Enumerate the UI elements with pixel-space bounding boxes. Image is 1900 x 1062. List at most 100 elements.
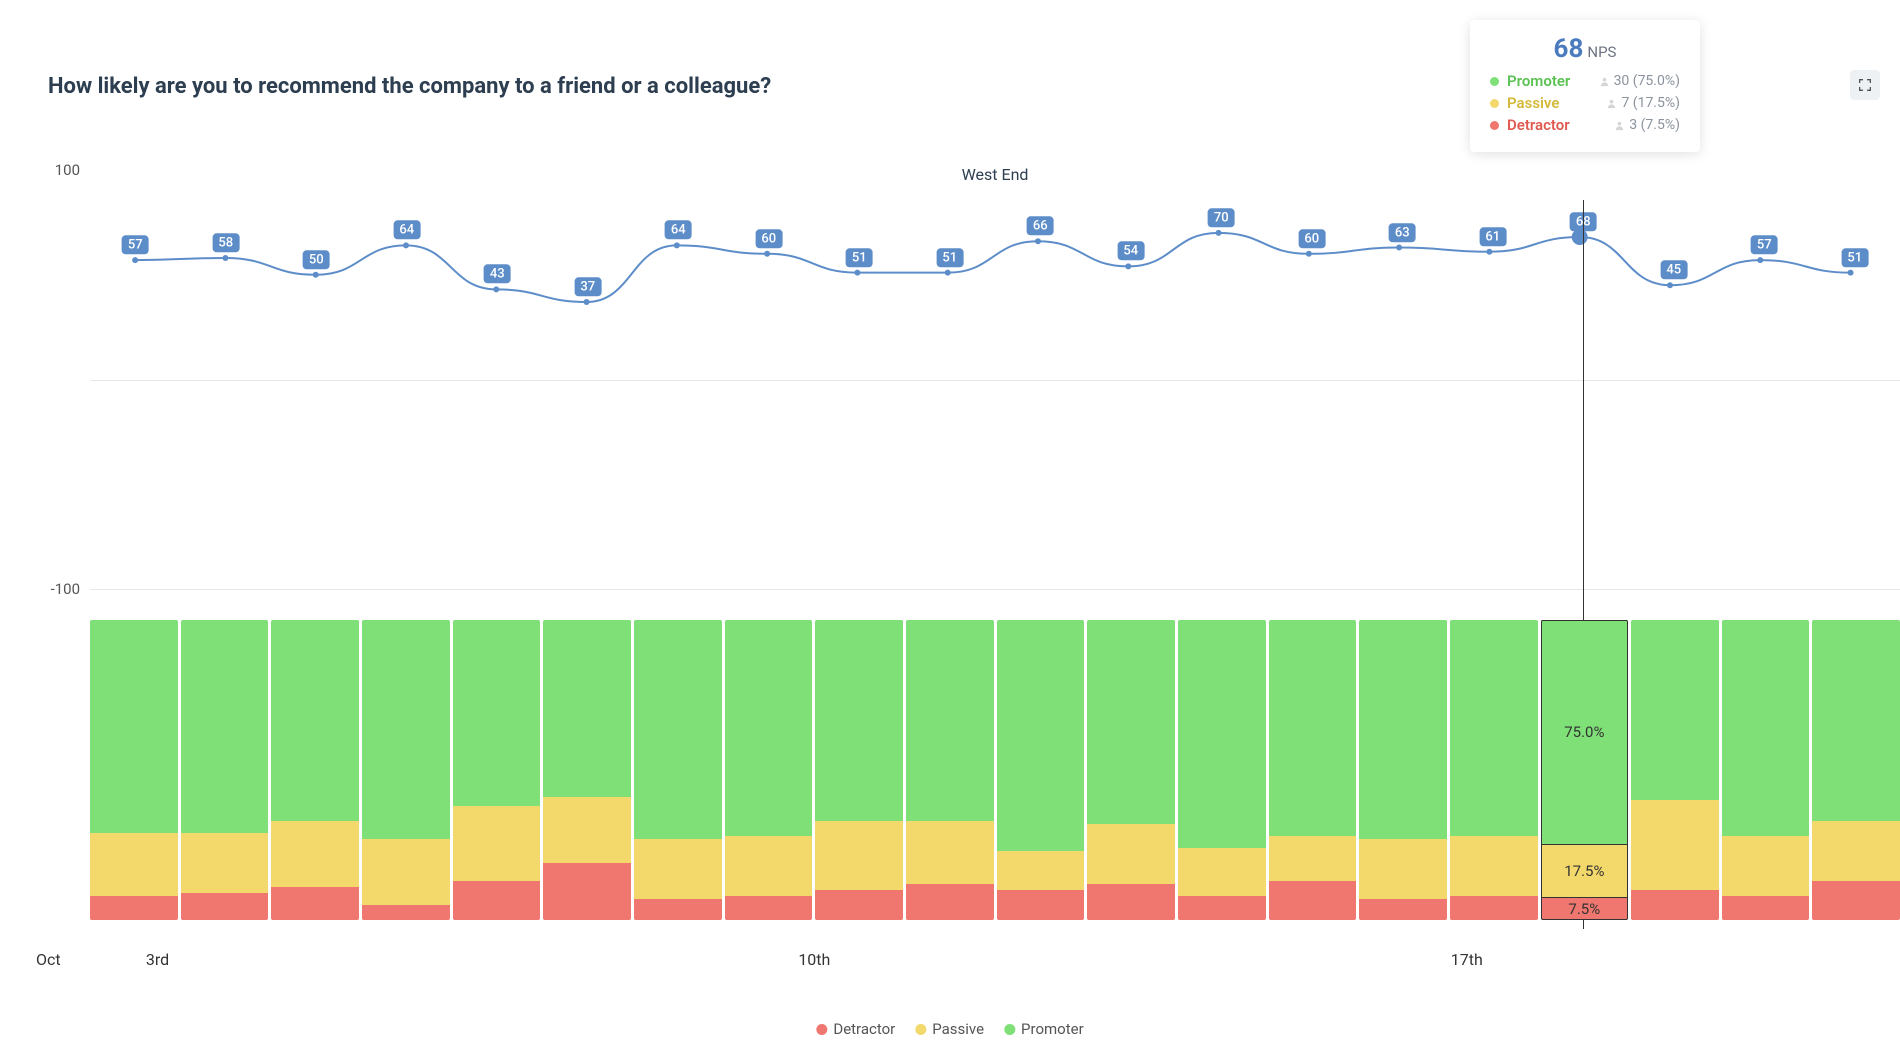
stacked-bar[interactable] <box>1269 620 1357 920</box>
stacked-bar[interactable]: 75.0%17.5%7.5% <box>1541 620 1629 920</box>
bar-seg-passive <box>181 833 269 893</box>
line-point-label: 54 <box>1117 242 1144 261</box>
line-point-label: 51 <box>846 248 873 267</box>
legend-item-detractor[interactable]: Detractor <box>816 1020 895 1038</box>
bar-seg-passive <box>271 821 359 887</box>
bar-seg-detractor <box>815 890 903 920</box>
stacked-bar[interactable] <box>725 620 813 920</box>
bar-seg-detractor <box>1450 896 1538 920</box>
bar-seg-passive <box>1812 821 1900 881</box>
x-tick-label: 17th <box>1451 950 1483 969</box>
stacked-bar-chart: 75.0%17.5%7.5% <box>90 620 1900 920</box>
bar-seg-detractor <box>90 896 178 920</box>
x-tick-label: 10th <box>798 950 830 969</box>
nps-tooltip: 68NPS Promoter 30 (75.0%) Passive 7 (17.… <box>1470 20 1700 152</box>
line-point-label: 60 <box>755 229 782 248</box>
bar-seg-promoter <box>1087 620 1175 824</box>
bar-seg-passive <box>453 806 541 881</box>
stacked-bar[interactable] <box>1450 620 1538 920</box>
stacked-bar[interactable] <box>815 620 903 920</box>
line-point-label: 57 <box>122 235 149 254</box>
line-point-label: 45 <box>1660 261 1687 280</box>
line-point-label: 57 <box>1751 235 1778 254</box>
stacked-bar[interactable] <box>362 620 450 920</box>
y-tick-top: 100 <box>55 161 80 179</box>
legend-item-passive[interactable]: Passive <box>915 1020 984 1038</box>
bar-seg-passive <box>1087 824 1175 884</box>
bar-seg-promoter <box>271 620 359 821</box>
line-point-label: 51 <box>1841 248 1868 267</box>
bar-seg-promoter <box>1812 620 1900 821</box>
line-point-label: 64 <box>393 221 420 240</box>
stacked-bar[interactable] <box>181 620 269 920</box>
bar-seg-detractor <box>362 905 450 920</box>
line-point-label: 60 <box>1298 229 1325 248</box>
stacked-bar[interactable] <box>1087 620 1175 920</box>
stacked-bar[interactable] <box>1178 620 1266 920</box>
stacked-bar[interactable] <box>1812 620 1900 920</box>
stacked-bar[interactable] <box>906 620 994 920</box>
x-month-label: Oct <box>36 950 61 969</box>
stacked-bar[interactable] <box>90 620 178 920</box>
stacked-bar[interactable] <box>997 620 1085 920</box>
stacked-bar[interactable] <box>1359 620 1447 920</box>
x-axis: Oct 3rd10th17th <box>36 950 1900 980</box>
bar-seg-detractor <box>1178 896 1266 920</box>
expand-button[interactable] <box>1850 70 1880 100</box>
bar-seg-passive <box>1631 800 1719 890</box>
tooltip-row-promoter: Promoter 30 (75.0%) <box>1490 72 1680 90</box>
bar-seg-promoter <box>725 620 813 836</box>
line-point-label: 51 <box>936 248 963 267</box>
bar-seg-promoter <box>543 620 631 797</box>
tooltip-nps-value: 68NPS <box>1490 34 1680 64</box>
bar-seg-promoter <box>453 620 541 806</box>
bar-seg-detractor <box>181 893 269 920</box>
tooltip-row-detractor: Detractor 3 (7.5%) <box>1490 116 1680 134</box>
line-point-label: 70 <box>1208 208 1235 227</box>
bar-seg-detractor <box>543 863 631 920</box>
bar-seg-passive <box>725 836 813 896</box>
bar-seg-detractor <box>1269 881 1357 920</box>
bar-seg-passive <box>362 839 450 905</box>
chart-title: How likely are you to recommend the comp… <box>48 74 771 99</box>
bar-seg-detractor <box>1631 890 1719 920</box>
stacked-bar[interactable] <box>1722 620 1810 920</box>
bar-seg-detractor: 7.5% <box>1541 897 1629 920</box>
bottom-legend: Detractor Passive Promoter <box>816 1020 1083 1038</box>
line-point-label: 43 <box>484 265 511 284</box>
bar-seg-passive <box>90 833 178 896</box>
bar-seg-detractor <box>634 899 722 920</box>
stacked-bar[interactable] <box>271 620 359 920</box>
bar-seg-promoter <box>181 620 269 833</box>
stacked-bar[interactable] <box>453 620 541 920</box>
bar-seg-promoter <box>815 620 903 821</box>
bar-seg-promoter <box>1269 620 1357 836</box>
bar-seg-detractor <box>1087 884 1175 920</box>
bar-seg-passive: 17.5% <box>1541 844 1629 897</box>
bar-seg-promoter <box>906 620 994 821</box>
bar-seg-promoter <box>90 620 178 833</box>
bar-seg-passive <box>1178 848 1266 896</box>
line-point-label: 58 <box>212 233 239 252</box>
bar-seg-detractor <box>453 881 541 920</box>
stacked-bar[interactable] <box>543 620 631 920</box>
bar-seg-passive <box>815 821 903 890</box>
bar-seg-promoter <box>997 620 1085 851</box>
bar-seg-passive <box>1359 839 1447 899</box>
stacked-bar[interactable] <box>634 620 722 920</box>
bar-seg-promoter <box>1631 620 1719 800</box>
line-point-label: 63 <box>1389 223 1416 242</box>
bar-seg-detractor <box>725 896 813 920</box>
stacked-bar[interactable] <box>1631 620 1719 920</box>
legend-item-promoter[interactable]: Promoter <box>1004 1020 1084 1038</box>
bar-seg-passive <box>997 851 1085 890</box>
bar-seg-detractor <box>997 890 1085 920</box>
line-point-label: 61 <box>1479 227 1506 246</box>
line-point-label: 64 <box>665 221 692 240</box>
line-point-label: 66 <box>1027 217 1054 236</box>
bar-seg-passive <box>543 797 631 863</box>
y-tick-bottom: -100 <box>51 580 80 598</box>
bar-seg-detractor <box>271 887 359 920</box>
bar-seg-promoter <box>634 620 722 839</box>
bar-seg-detractor <box>1812 881 1900 920</box>
